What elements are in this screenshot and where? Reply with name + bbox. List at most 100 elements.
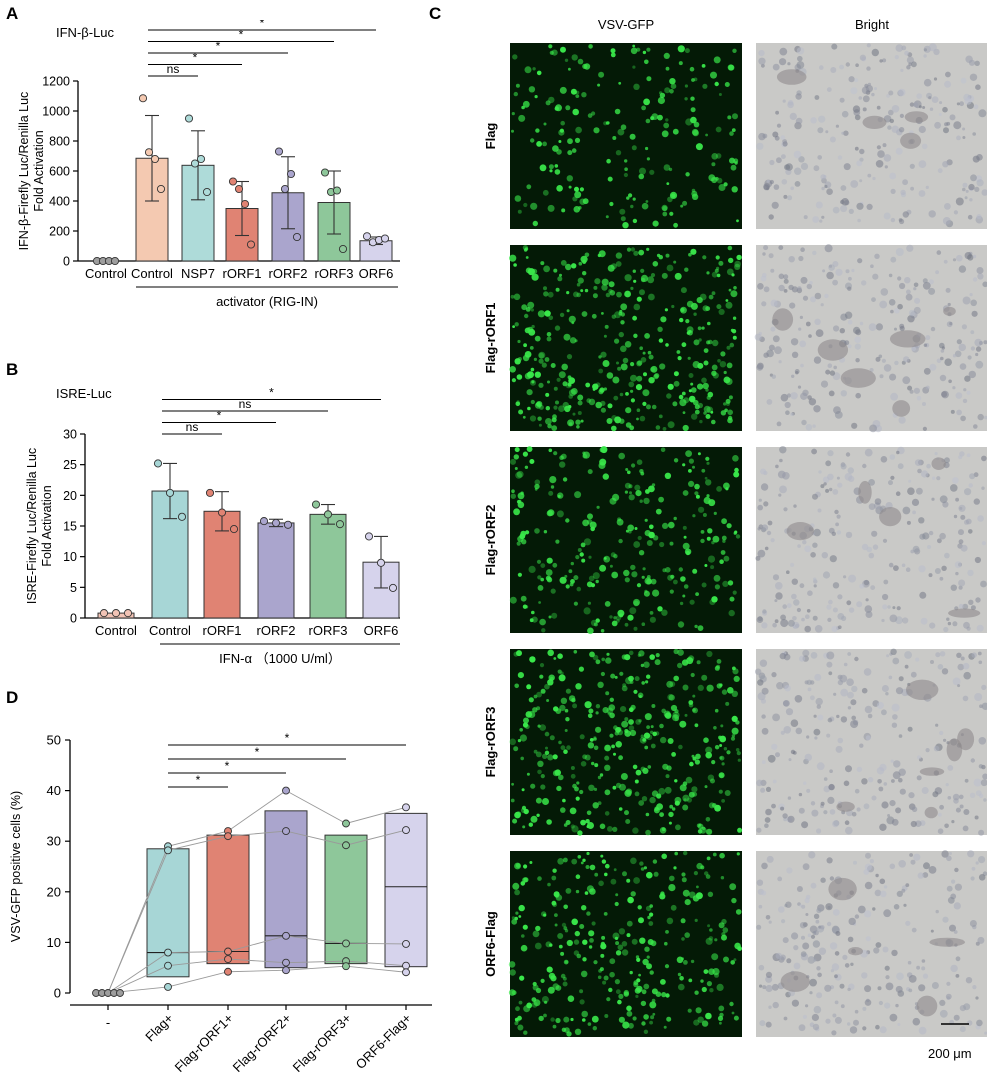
- bright-cell: [913, 306, 921, 314]
- gfp-cell: [714, 584, 720, 590]
- bright-cell: [760, 787, 766, 793]
- gfp-cell: [658, 496, 664, 503]
- bright-cell: [851, 685, 858, 693]
- bright-cell: [767, 754, 776, 763]
- gfp-cell: [556, 377, 561, 382]
- bright-cell: [791, 351, 799, 358]
- gfp-cell: [577, 394, 584, 401]
- gfp-cell: [682, 463, 686, 467]
- bright-cell: [888, 299, 896, 306]
- gfp-cell: [692, 568, 698, 574]
- gfp-cell: [725, 701, 730, 706]
- gfp-cell: [662, 427, 667, 431]
- gfp-cell: [698, 338, 702, 342]
- gfp-cell: [565, 105, 571, 111]
- bright-cell: [977, 936, 985, 944]
- bright-cell: [974, 815, 979, 820]
- bright-cell: [826, 87, 832, 92]
- gfp-cell: [664, 308, 668, 312]
- gfp-cell: [632, 65, 636, 69]
- gfp-cell: [735, 909, 742, 915]
- gfp-cell: [640, 663, 645, 668]
- gfp-cell: [705, 133, 708, 137]
- y-tick-label: 50: [47, 733, 61, 748]
- bright-cell: [950, 964, 958, 973]
- gfp-cell: [690, 116, 697, 124]
- gfp-cell: [620, 345, 627, 353]
- gfp-cell: [525, 267, 532, 274]
- bright-cell: [805, 1004, 809, 1008]
- gfp-cell: [596, 505, 600, 509]
- gfp-cell: [588, 930, 595, 937]
- micrograph-row-label: Flag-rORF3: [483, 707, 498, 778]
- gfp-cell: [526, 446, 533, 452]
- bright-cell: [859, 54, 866, 61]
- bright-cell: [923, 862, 930, 870]
- bright-cell: [834, 951, 840, 956]
- bright-cell: [867, 777, 874, 783]
- bright-cell: [861, 86, 870, 95]
- gfp-cell: [697, 625, 704, 631]
- gfp-cell: [695, 143, 703, 151]
- gfp-cell: [708, 936, 714, 941]
- bright-cell: [786, 867, 793, 874]
- chart-title: IFN-β-Luc: [56, 25, 115, 40]
- gfp-cell: [723, 956, 729, 963]
- gfp-cell: [544, 683, 550, 690]
- gfp-cell: [649, 796, 656, 804]
- bright-cell: [869, 368, 874, 372]
- gfp-cell: [570, 1017, 574, 1022]
- bright-cell: [894, 327, 897, 331]
- gfp-cell: [551, 425, 558, 431]
- gfp-cell: [701, 986, 707, 993]
- gfp-cell: [614, 731, 619, 736]
- gfp-cell: [714, 745, 720, 750]
- bright-cell: [964, 375, 971, 382]
- gfp-cell: [731, 273, 735, 277]
- bright-cell: [842, 954, 848, 960]
- bright-cell: [962, 296, 971, 305]
- bright-cell: [963, 809, 970, 815]
- gfp-cell: [719, 1021, 722, 1025]
- gfp-cell: [514, 1021, 519, 1026]
- bright-cell: [836, 530, 842, 535]
- gfp-cell: [565, 381, 572, 389]
- bright-cell: [787, 619, 795, 627]
- gfp-cell: [609, 201, 614, 207]
- bright-cell: [888, 90, 894, 96]
- gfp-cell: [734, 530, 738, 534]
- gfp-cell: [656, 253, 661, 258]
- bright-cell: [768, 920, 772, 924]
- bright-cell: [816, 762, 825, 771]
- gfp-cell: [587, 627, 594, 635]
- gfp-cell: [650, 1015, 655, 1020]
- gfp-cell: [671, 752, 676, 757]
- bright-cell: [758, 964, 765, 971]
- gfp-cell: [673, 222, 678, 228]
- micrograph-row-label: ORF6-Flag: [483, 911, 498, 977]
- gfp-cell: [638, 973, 641, 977]
- y-tick-label: 1200: [42, 75, 70, 89]
- gfp-cell: [514, 862, 521, 870]
- bright-cell: [961, 324, 967, 330]
- bright-cell: [876, 767, 885, 775]
- gfp-cell: [626, 1010, 633, 1017]
- bright-cell: [929, 107, 934, 111]
- bright-cell: [946, 981, 951, 986]
- gfp-cell: [692, 465, 695, 469]
- bright-cell: [909, 389, 914, 394]
- bright-cell: [869, 424, 877, 433]
- gfp-cell: [586, 810, 592, 816]
- gfp-cell: [666, 765, 672, 771]
- gfp-cell: [564, 405, 571, 413]
- bright-cell: [845, 826, 853, 835]
- gfp-cell: [560, 951, 565, 956]
- gfp-cell: [681, 659, 689, 666]
- bright-cell: [967, 1020, 973, 1026]
- gfp-cell: [580, 761, 587, 767]
- bright-gap: [931, 457, 946, 471]
- bright-cell: [847, 691, 854, 699]
- bright-cell: [897, 1023, 901, 1026]
- bright-cell: [935, 723, 939, 727]
- y-tick-label: 25: [63, 458, 77, 472]
